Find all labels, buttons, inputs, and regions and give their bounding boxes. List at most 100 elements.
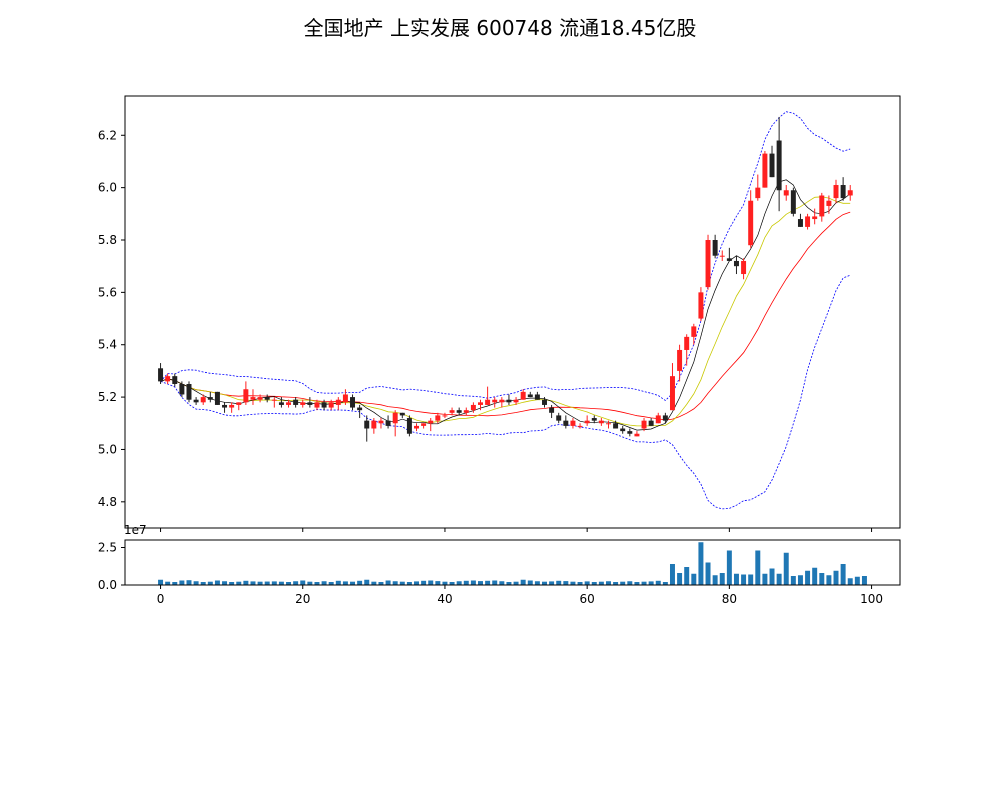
candle-body [598, 420, 604, 424]
volume-bar [193, 581, 199, 585]
candle-body [641, 420, 647, 429]
candle-body [300, 402, 306, 405]
candle-body [335, 399, 341, 405]
candle-body [797, 219, 803, 227]
candle-body [485, 399, 491, 405]
volume-bar [257, 581, 263, 585]
volume-bar [392, 581, 398, 585]
volume-bar [222, 581, 228, 585]
volume-bar [485, 580, 491, 585]
volume-bar [705, 562, 711, 585]
candle-body [293, 399, 299, 405]
volume-bar [286, 582, 292, 585]
volume-bar [470, 580, 476, 585]
volume-bar [158, 579, 164, 585]
candle-body [449, 410, 455, 413]
candle-body [200, 397, 206, 403]
volume-bar [350, 581, 356, 585]
candle-body [271, 399, 277, 401]
candle-body [527, 394, 533, 398]
candle-body [371, 420, 377, 429]
volume-bar [399, 581, 405, 585]
volume-bar [506, 582, 512, 585]
volume-bar [826, 575, 832, 585]
candle-body [513, 399, 519, 403]
volume-bar [186, 580, 192, 585]
volume-bar [328, 582, 334, 585]
volume-bar [321, 581, 327, 585]
candle-body [364, 420, 370, 429]
volume-bar [847, 578, 853, 585]
candle-body [662, 415, 668, 421]
volume-bar [264, 581, 270, 585]
volume-xtick-label: 0 [157, 592, 165, 606]
candle-body [428, 420, 434, 424]
candle-body [748, 200, 754, 246]
candle-body [613, 423, 619, 429]
candle-body [478, 402, 483, 405]
volume-bar [449, 582, 455, 585]
candle-body [805, 216, 811, 227]
price-ytick-label: 5.8 [98, 233, 117, 247]
candle-body [620, 428, 626, 432]
candle-body [421, 423, 427, 426]
ma-mid-line [160, 196, 851, 427]
volume-bar [556, 580, 562, 585]
volume-bar [833, 570, 839, 585]
volume-bar [854, 576, 860, 585]
volume-bar [492, 580, 498, 585]
price-ytick-label: 6.2 [98, 128, 117, 142]
candle-body [684, 336, 690, 350]
candle-body [648, 420, 654, 426]
candle-body [243, 389, 249, 403]
candle-body [278, 402, 284, 405]
candle-body [321, 402, 327, 408]
volume-bar [577, 582, 583, 585]
volume-bar [300, 580, 306, 585]
volume-bar [684, 567, 690, 585]
candle-body [207, 397, 213, 400]
volume-bar [421, 580, 427, 585]
volume-bar [634, 582, 640, 585]
volume-bar [278, 581, 284, 585]
candle-body [399, 412, 405, 416]
volume-bar [520, 579, 526, 585]
candle-body [790, 190, 796, 214]
volume-bar [207, 581, 213, 585]
candle-body [726, 258, 732, 261]
candle-body [307, 402, 313, 405]
candle-body [342, 394, 348, 403]
volume-bar [698, 542, 704, 585]
volume-bar [669, 564, 675, 585]
volume-bar [271, 581, 277, 585]
candle-body [563, 420, 569, 426]
volume-bar [605, 581, 611, 585]
candle-body [506, 399, 512, 403]
volume-bar [733, 573, 739, 585]
volume-bar [293, 581, 299, 585]
volume-bar [812, 567, 818, 585]
boll-lower-line [160, 274, 851, 510]
ma-long-line [160, 211, 851, 421]
volume-bar [790, 576, 796, 585]
candle-body [826, 200, 832, 206]
volume-xtick-label: 40 [437, 592, 452, 606]
candle-body [385, 420, 391, 426]
volume-bar [726, 550, 732, 585]
price-ytick-label: 4.8 [98, 495, 117, 509]
volume-bar [513, 581, 519, 585]
volume-bar [307, 581, 313, 585]
volume-bar [385, 580, 391, 585]
candle-body [591, 418, 597, 421]
volume-bar [762, 573, 768, 585]
volume-bar [406, 582, 412, 585]
volume-bar [542, 581, 547, 585]
volume-bar [229, 582, 235, 585]
volume-bar [719, 573, 725, 585]
price-ytick-label: 5.6 [98, 285, 117, 299]
volume-bar [769, 568, 775, 585]
price-ytick-label: 5.2 [98, 390, 117, 404]
candle-body [698, 292, 704, 319]
volume-bar [861, 576, 867, 585]
